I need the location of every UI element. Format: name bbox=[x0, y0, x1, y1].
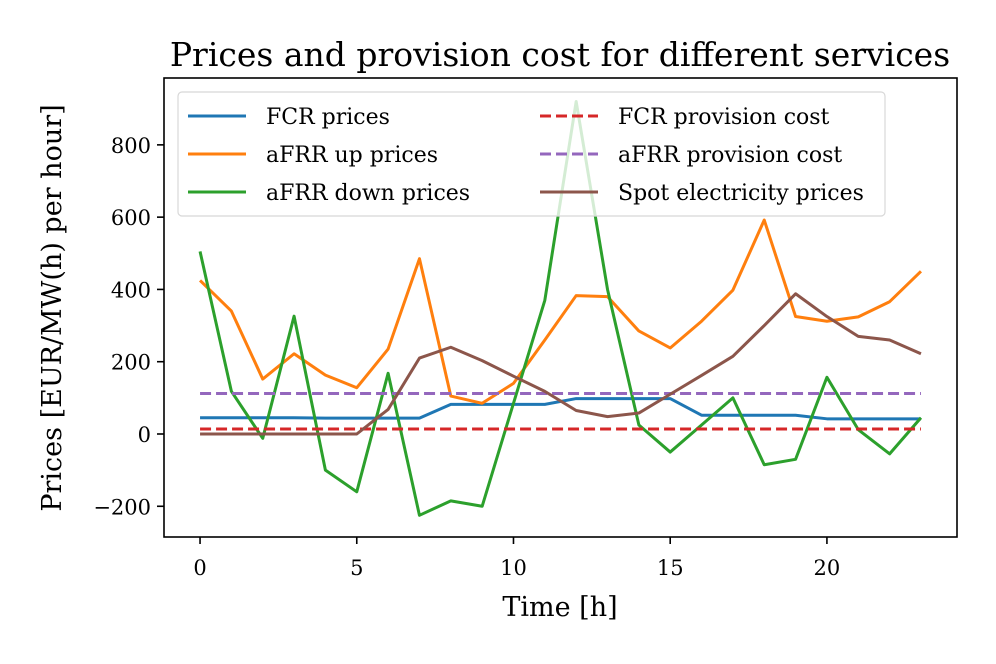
x-tick-label: 0 bbox=[193, 556, 206, 580]
y-tick-label: 400 bbox=[111, 278, 151, 302]
series-line-5 bbox=[200, 292, 922, 436]
y-axis-label: Prices [EUR/MW(h) per hour] bbox=[37, 104, 68, 511]
plot-frame bbox=[163, 77, 958, 538]
series-line-1 bbox=[198, 218, 922, 405]
x-tick-label: 20 bbox=[814, 556, 841, 580]
x-tick-label: 10 bbox=[500, 556, 527, 580]
y-tick-label: 0 bbox=[138, 423, 151, 447]
y-tick-label: −200 bbox=[93, 495, 151, 519]
legend-box bbox=[177, 91, 886, 217]
y-tick-label: 800 bbox=[111, 134, 151, 158]
x-tick-label: 5 bbox=[350, 556, 363, 580]
legend: FCR prices aFRR up prices aFRR down prices… bbox=[177, 91, 886, 217]
legend-label: Spot electricity prices bbox=[618, 181, 864, 206]
chart-title: Prices and provision cost for different … bbox=[170, 35, 950, 74]
legend-label: FCR prices bbox=[266, 105, 390, 130]
legend-label: aFRR provision cost bbox=[618, 143, 842, 168]
legend-label: FCR provision cost bbox=[618, 105, 830, 130]
x-tick-label: 15 bbox=[657, 556, 684, 580]
legend-label: aFRR down prices bbox=[266, 181, 470, 206]
x-axis-label: Time [h] bbox=[502, 592, 617, 623]
plot-area: 0 5 10 15 20 −200 0 200 400 600 800 FCR prices aFRR … bbox=[93, 77, 958, 580]
y-tick-label: 200 bbox=[111, 351, 151, 375]
legend-label: aFRR up prices bbox=[266, 143, 438, 168]
y-tick-label: 600 bbox=[111, 206, 151, 230]
